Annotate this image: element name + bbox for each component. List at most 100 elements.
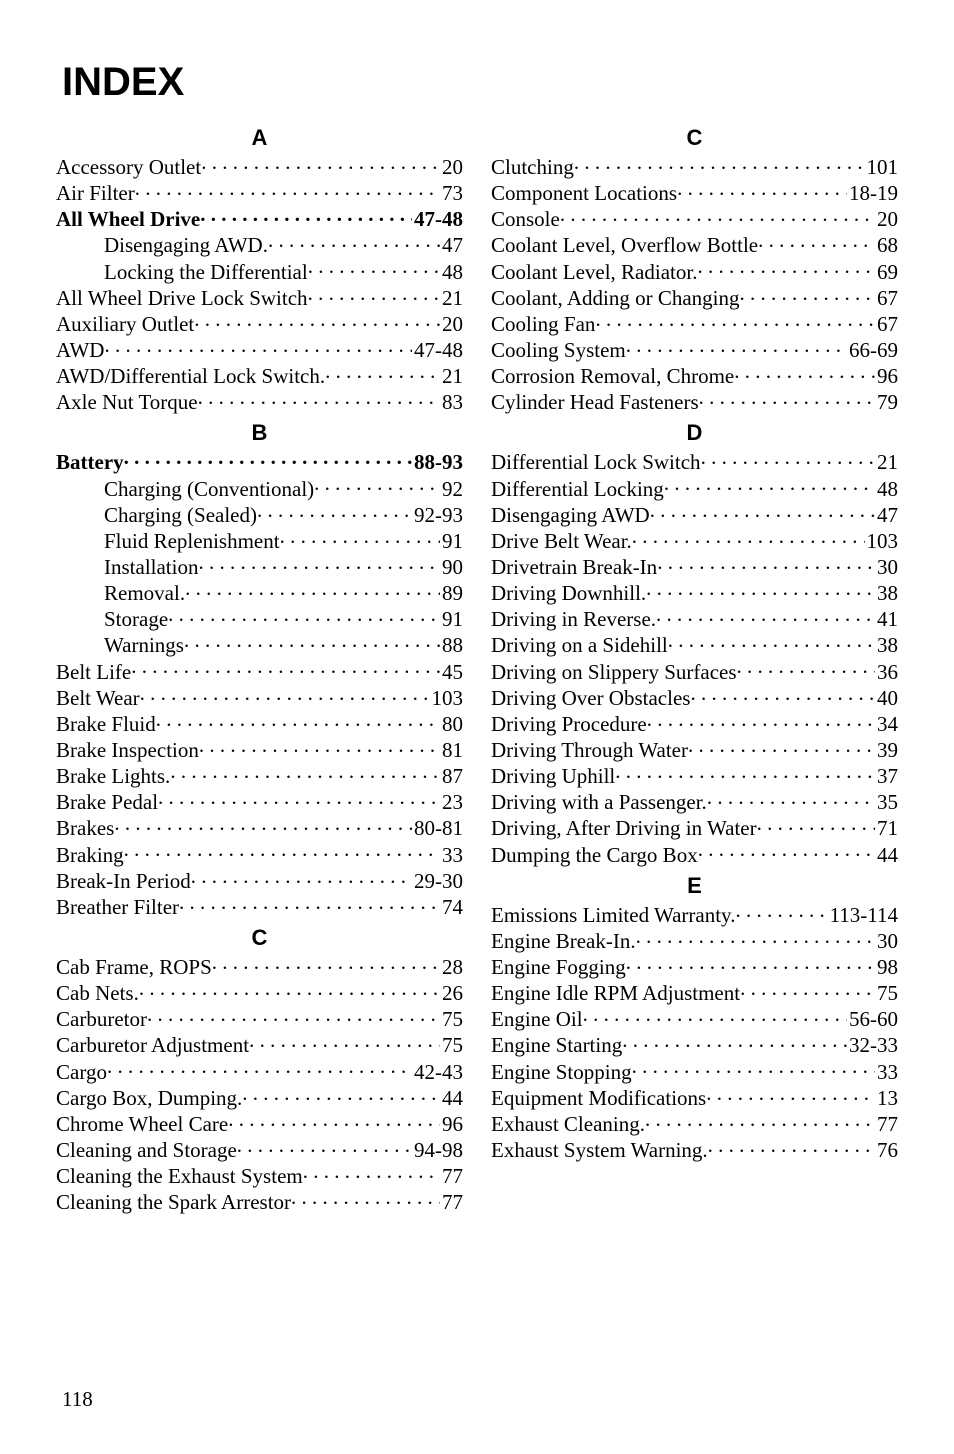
- index-entry-label: Driving on Slippery Surfaces: [491, 660, 737, 684]
- dot-leader: [139, 979, 440, 1000]
- index-entry-label: Driving Downhill.: [491, 581, 646, 605]
- index-entry: AWD/Differential Lock Switch.21: [56, 362, 463, 388]
- index-entry-label: Coolant Level, Radiator.: [491, 260, 697, 284]
- index-entry-page: 87: [440, 764, 463, 788]
- index-entry-page: 29-30: [412, 869, 463, 893]
- index-entry-page: 113-114: [828, 903, 898, 927]
- dot-leader: [735, 901, 827, 922]
- dot-leader: [191, 867, 412, 888]
- dot-leader: [690, 684, 875, 705]
- index-entry-page: 48: [440, 260, 463, 284]
- index-entry-label: Driving Over Obstacles: [491, 686, 690, 710]
- index-entry-page: 67: [875, 312, 898, 336]
- index-entry-label: Coolant Level, Overflow Bottle: [491, 233, 758, 257]
- dot-leader: [622, 1031, 847, 1052]
- dot-leader: [688, 736, 875, 757]
- index-letter-heading: E: [491, 873, 898, 899]
- dot-leader: [147, 1005, 440, 1026]
- index-entry-label: Console: [491, 207, 560, 231]
- index-entry: Break-In Period29-30: [56, 867, 463, 893]
- index-column: AAccessory Outlet20Air Filter73All Wheel…: [56, 119, 463, 1214]
- dot-leader: [179, 893, 440, 914]
- index-entry-label: Cargo Box, Dumping.: [56, 1086, 242, 1110]
- dot-leader: [291, 1188, 440, 1209]
- dot-leader: [740, 979, 875, 1000]
- dot-leader: [740, 284, 876, 305]
- index-entry-page: 80-81: [412, 816, 463, 840]
- index-entry-label: Cleaning and Storage: [56, 1138, 237, 1162]
- index-entry-label: Disengaging AWD: [491, 503, 650, 527]
- index-entry-page: 20: [440, 155, 463, 179]
- index-entry-page: 38: [875, 581, 898, 605]
- index-entry-label: Engine Stopping: [491, 1060, 632, 1084]
- dot-leader: [237, 1136, 412, 1157]
- index-entry: Driving Uphill37: [491, 762, 898, 788]
- dot-leader: [140, 684, 430, 705]
- index-entry: Brake Lights. 87: [56, 762, 463, 788]
- index-entry: Axle Nut Torque83: [56, 388, 463, 414]
- dot-leader: [626, 336, 847, 357]
- dot-leader: [198, 388, 440, 409]
- index-entry: Belt Wear103: [56, 684, 463, 710]
- index-entry-page: 40: [875, 686, 898, 710]
- dot-leader: [657, 553, 875, 574]
- index-entry: Drivetrain Break-In 30: [491, 553, 898, 579]
- index-subentry: Warnings 88: [56, 631, 463, 657]
- index-entry: Carburetor Adjustment75: [56, 1031, 463, 1057]
- index-entry: Engine Fogging98: [491, 953, 898, 979]
- index-entry-label: Air Filter: [56, 181, 135, 205]
- index-entry-label: Differential Locking: [491, 477, 664, 501]
- index-entry: Cleaning and Storage94-98: [56, 1136, 463, 1162]
- index-entry-label: Storage: [104, 607, 168, 631]
- index-entry: Coolant, Adding or Changing67: [491, 284, 898, 310]
- index-entry: Equipment Modifications13: [491, 1084, 898, 1110]
- index-entry: Exhaust Cleaning.77: [491, 1110, 898, 1136]
- index-entry-page: 67: [875, 286, 898, 310]
- dot-leader: [708, 1136, 875, 1157]
- index-entry-page: 33: [440, 843, 463, 867]
- dot-leader: [124, 841, 440, 862]
- index-entry: Engine Stopping33: [491, 1058, 898, 1084]
- index-entry-page: 91: [440, 607, 463, 631]
- index-entry-page: 77: [440, 1164, 463, 1188]
- index-entry-page: 39: [875, 738, 898, 762]
- index-entry-label: Installation: [104, 555, 198, 579]
- index-entry-label: Engine Idle RPM Adjustment: [491, 981, 740, 1005]
- index-entry-page: 20: [875, 207, 898, 231]
- index-entry-label: Battery: [56, 450, 124, 474]
- index-entry-label: Locking the Differential: [104, 260, 308, 284]
- index-entry-label: Warnings: [104, 633, 184, 657]
- index-entry-label: All Wheel Drive: [56, 207, 200, 231]
- index-subentry: Locking the Differential 48: [56, 258, 463, 284]
- index-entry-page: 30: [875, 555, 898, 579]
- index-entry-page: 88: [440, 633, 463, 657]
- index-entry-page: 47: [440, 233, 463, 257]
- index-subentry: Installation90: [56, 553, 463, 579]
- dot-leader: [636, 927, 875, 948]
- index-entry-page: 92: [440, 477, 463, 501]
- index-entry-label: Drivetrain Break-In: [491, 555, 657, 579]
- dot-leader: [325, 362, 440, 383]
- index-entry-label: Brake Lights.: [56, 764, 170, 788]
- index-entry-page: 77: [440, 1190, 463, 1214]
- dot-leader: [158, 788, 440, 809]
- index-entry-label: AWD/Differential Lock Switch.: [56, 364, 325, 388]
- index-entry-label: Corrosion Removal, Chrome: [491, 364, 734, 388]
- index-entry-page: 34: [875, 712, 898, 736]
- dot-leader: [677, 179, 847, 200]
- index-entry-page: 96: [440, 1112, 463, 1136]
- index-letter-heading: C: [491, 125, 898, 151]
- dot-leader: [758, 231, 875, 252]
- index-entry: AWD47-48: [56, 336, 463, 362]
- index-entry-label: Brake Pedal: [56, 790, 158, 814]
- index-entry: Differential Lock Switch21: [491, 448, 898, 474]
- index-entry-label: Belt Life: [56, 660, 131, 684]
- index-entry-label: Carburetor: [56, 1007, 147, 1031]
- index-entry-page: 83: [440, 390, 463, 414]
- dot-leader: [626, 953, 875, 974]
- index-entry-label: Driving with a Passenger.: [491, 790, 707, 814]
- dot-leader: [706, 1084, 875, 1105]
- page-number: 118: [62, 1387, 93, 1412]
- index-entry: Auxiliary Outlet20: [56, 310, 463, 336]
- index-subentry: Removal.89: [56, 579, 463, 605]
